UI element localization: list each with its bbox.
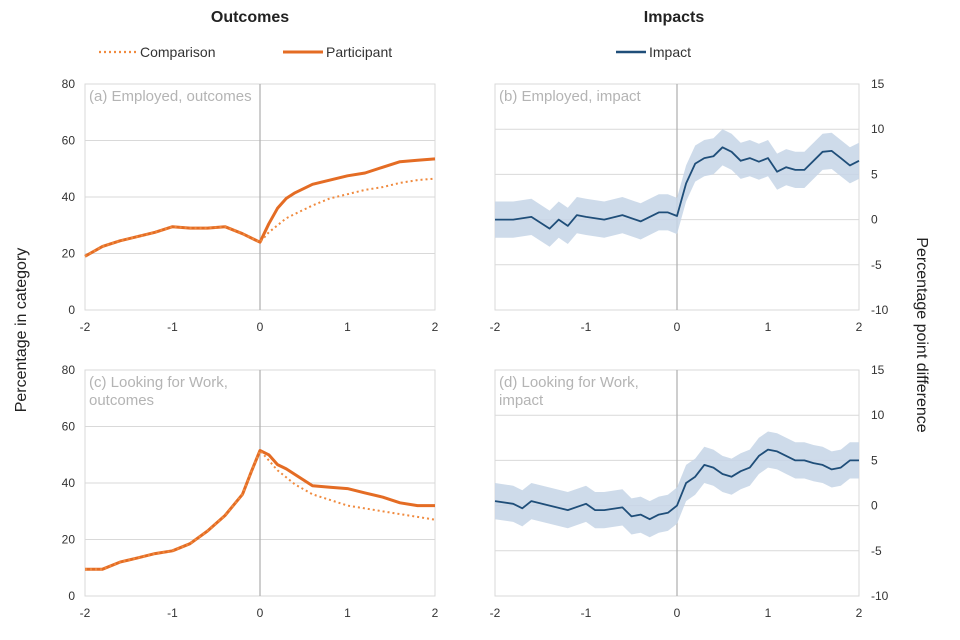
x-tick-label: -1: [581, 606, 592, 620]
series-line-impact: [494, 448, 859, 521]
x-tick-label: 2: [432, 606, 439, 620]
y-tick-label: -5: [871, 544, 882, 558]
series-line-comparison: [85, 448, 436, 571]
y-tick-label: 0: [871, 499, 878, 513]
panel-title: (d) Looking for Work, impact: [499, 374, 639, 409]
y-tick-label: 15: [871, 363, 885, 377]
panel-title: (c) Looking for Work, outcomes: [89, 374, 228, 409]
y-tick-label: 15: [871, 77, 885, 91]
x-tick-label: 1: [344, 320, 351, 334]
y-tick-label: 5: [871, 167, 878, 181]
y-tick-label: 40: [62, 476, 76, 490]
x-tick-label: 2: [856, 320, 863, 334]
x-tick-label: -1: [167, 606, 178, 620]
x-tick-label: 0: [674, 320, 681, 334]
panel-title: (b) Employed, impact: [499, 88, 642, 105]
y-tick-label: 60: [62, 134, 76, 148]
chart-panel-a: 0 20 40 60 80 -2 -1 0 1 2 (a) Employed, outcomes: [62, 77, 439, 334]
y-tick-label: 10: [871, 122, 885, 136]
legend-impact: Impact: [615, 44, 691, 60]
y-tick-label: 0: [68, 303, 75, 317]
x-tick-label: -1: [167, 320, 178, 334]
y-tick-label: -10: [871, 589, 889, 603]
y-tick-label: 0: [68, 589, 75, 603]
legend-comparison-label: Comparison: [140, 44, 216, 60]
x-tick-label: 0: [257, 320, 264, 334]
impacts-heading: Impacts: [643, 9, 705, 26]
y-tick-label: 5: [871, 453, 878, 467]
x-tick-label: -2: [490, 320, 501, 334]
y-tick-label: 80: [62, 77, 76, 91]
confidence-band: [495, 431, 859, 538]
y-tick-label: 80: [62, 363, 76, 377]
legend-comparison: Comparison: [98, 44, 215, 60]
x-tick-label: 0: [257, 606, 264, 620]
comparison-line-swatch: [99, 50, 137, 54]
impact-line-swatch: [616, 50, 646, 54]
x-tick-label: -2: [490, 606, 501, 620]
panel-title: (a) Employed, outcomes: [89, 88, 252, 105]
legend-participant: Participant: [282, 44, 392, 60]
y-tick-label: 0: [871, 213, 878, 227]
x-tick-label: 1: [344, 606, 351, 620]
y-tick-label: 60: [62, 420, 76, 434]
series-line-participant: [85, 449, 435, 571]
y-tick-label: 20: [62, 533, 76, 547]
y-tick-label: 40: [62, 190, 76, 204]
x-tick-label: 0: [674, 606, 681, 620]
x-tick-label: 2: [432, 320, 439, 334]
participant-line-swatch: [283, 50, 323, 54]
y-tick-label: 10: [871, 408, 885, 422]
x-tick-label: 2: [856, 606, 863, 620]
x-tick-label: 1: [765, 606, 772, 620]
chart-panel-c: 0 20 40 60 80 -2 -1 0 1 2 (c) Looking for Work, out…: [62, 363, 439, 620]
series-line-impact: [495, 146, 860, 230]
y-tick-label: -5: [871, 258, 882, 272]
x-tick-label: -2: [80, 320, 91, 334]
outcomes-heading: Outcomes: [210, 9, 290, 26]
y-tick-label: 20: [62, 247, 76, 261]
y-tick-label: -10: [871, 303, 889, 317]
x-tick-label: -2: [80, 606, 91, 620]
legend-participant-label: Participant: [326, 44, 393, 60]
legend-impact-label: Impact: [649, 44, 692, 60]
series-line-participant: [84, 157, 436, 258]
x-tick-label: 1: [765, 320, 772, 334]
x-tick-label: -1: [581, 320, 592, 334]
